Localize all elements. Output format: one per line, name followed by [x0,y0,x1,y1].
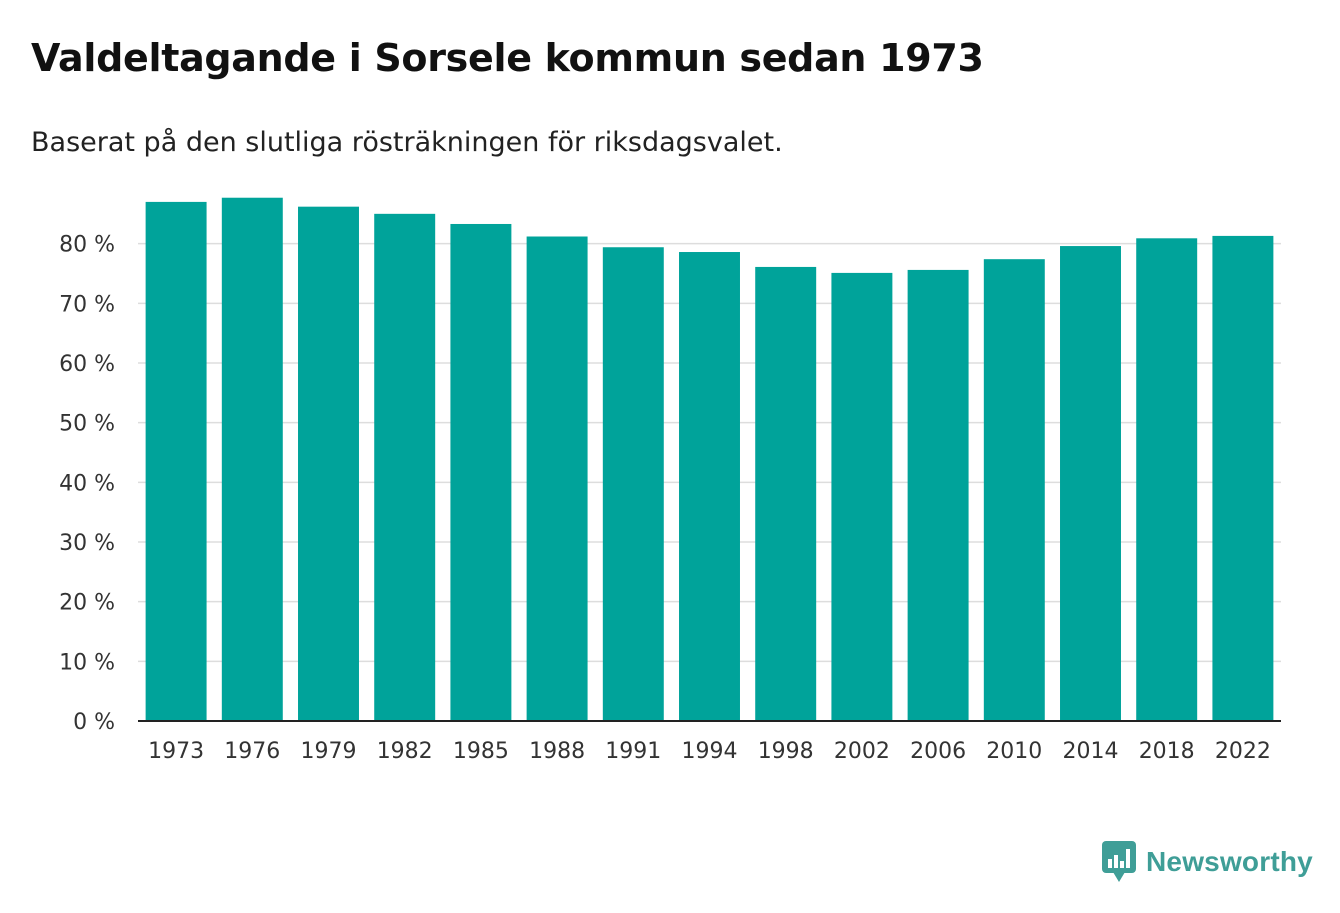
bar [679,252,740,721]
y-tick-label: 70 % [59,292,115,317]
bar [221,197,283,721]
x-tick-label: 2022 [1215,739,1271,764]
y-tick-label: 20 % [59,591,115,616]
brand-name: Newsworthy [1146,846,1313,877]
bar [145,201,207,721]
x-tick-label: 2010 [986,739,1042,764]
y-tick-label: 80 % [59,233,115,258]
bar [298,206,359,721]
bar [755,266,817,721]
bar [983,259,1045,721]
x-tick-labels: 1973 1976 1979 1982 1985 1988 1991 1994 1998 2002… [148,739,1271,764]
y-tick-label: 50 % [59,412,115,437]
x-tick-label: 2018 [1139,739,1195,764]
y-tick-label: 30 % [59,531,115,556]
x-tick-label: 2002 [834,739,890,764]
bar [1060,246,1121,721]
bar [831,272,893,721]
x-tick-label: 2014 [1063,739,1119,764]
y-tick-label: 40 % [59,471,115,496]
x-tick-label: 1985 [453,739,509,764]
bar [1212,235,1274,721]
x-tick-label: 2006 [910,739,966,764]
y-tick-label: 60 % [59,352,115,377]
bar [526,236,588,722]
y-tick-labels: 0 % 10 % 20 % 30 % 40 % 50 % 60 % 70 % 80 % [59,233,115,735]
bar [374,213,436,722]
x-tick-label: 1994 [682,739,738,764]
x-tick-label: 1988 [529,739,585,764]
bar [907,269,969,721]
brand-logo: Newsworthy [1102,841,1313,883]
y-tick-label: 10 % [59,650,115,675]
bar [450,223,512,721]
newsworthy-logo-icon [1102,841,1136,882]
x-tick-label: 1998 [758,739,814,764]
bar [1136,238,1198,721]
x-tick-label: 1979 [301,739,357,764]
chart-title: Valdeltagande i Sorsele kommun sedan 197… [31,36,984,80]
x-tick-label: 1982 [377,739,433,764]
x-tick-label: 1973 [148,739,204,764]
y-tick-label: 0 % [73,710,115,735]
bar [602,247,664,721]
chart-subtitle: Baserat på den slutliga rösträkningen fö… [31,127,783,158]
x-tick-label: 1976 [224,739,280,764]
x-tick-label: 1991 [605,739,661,764]
bars [145,197,1274,722]
